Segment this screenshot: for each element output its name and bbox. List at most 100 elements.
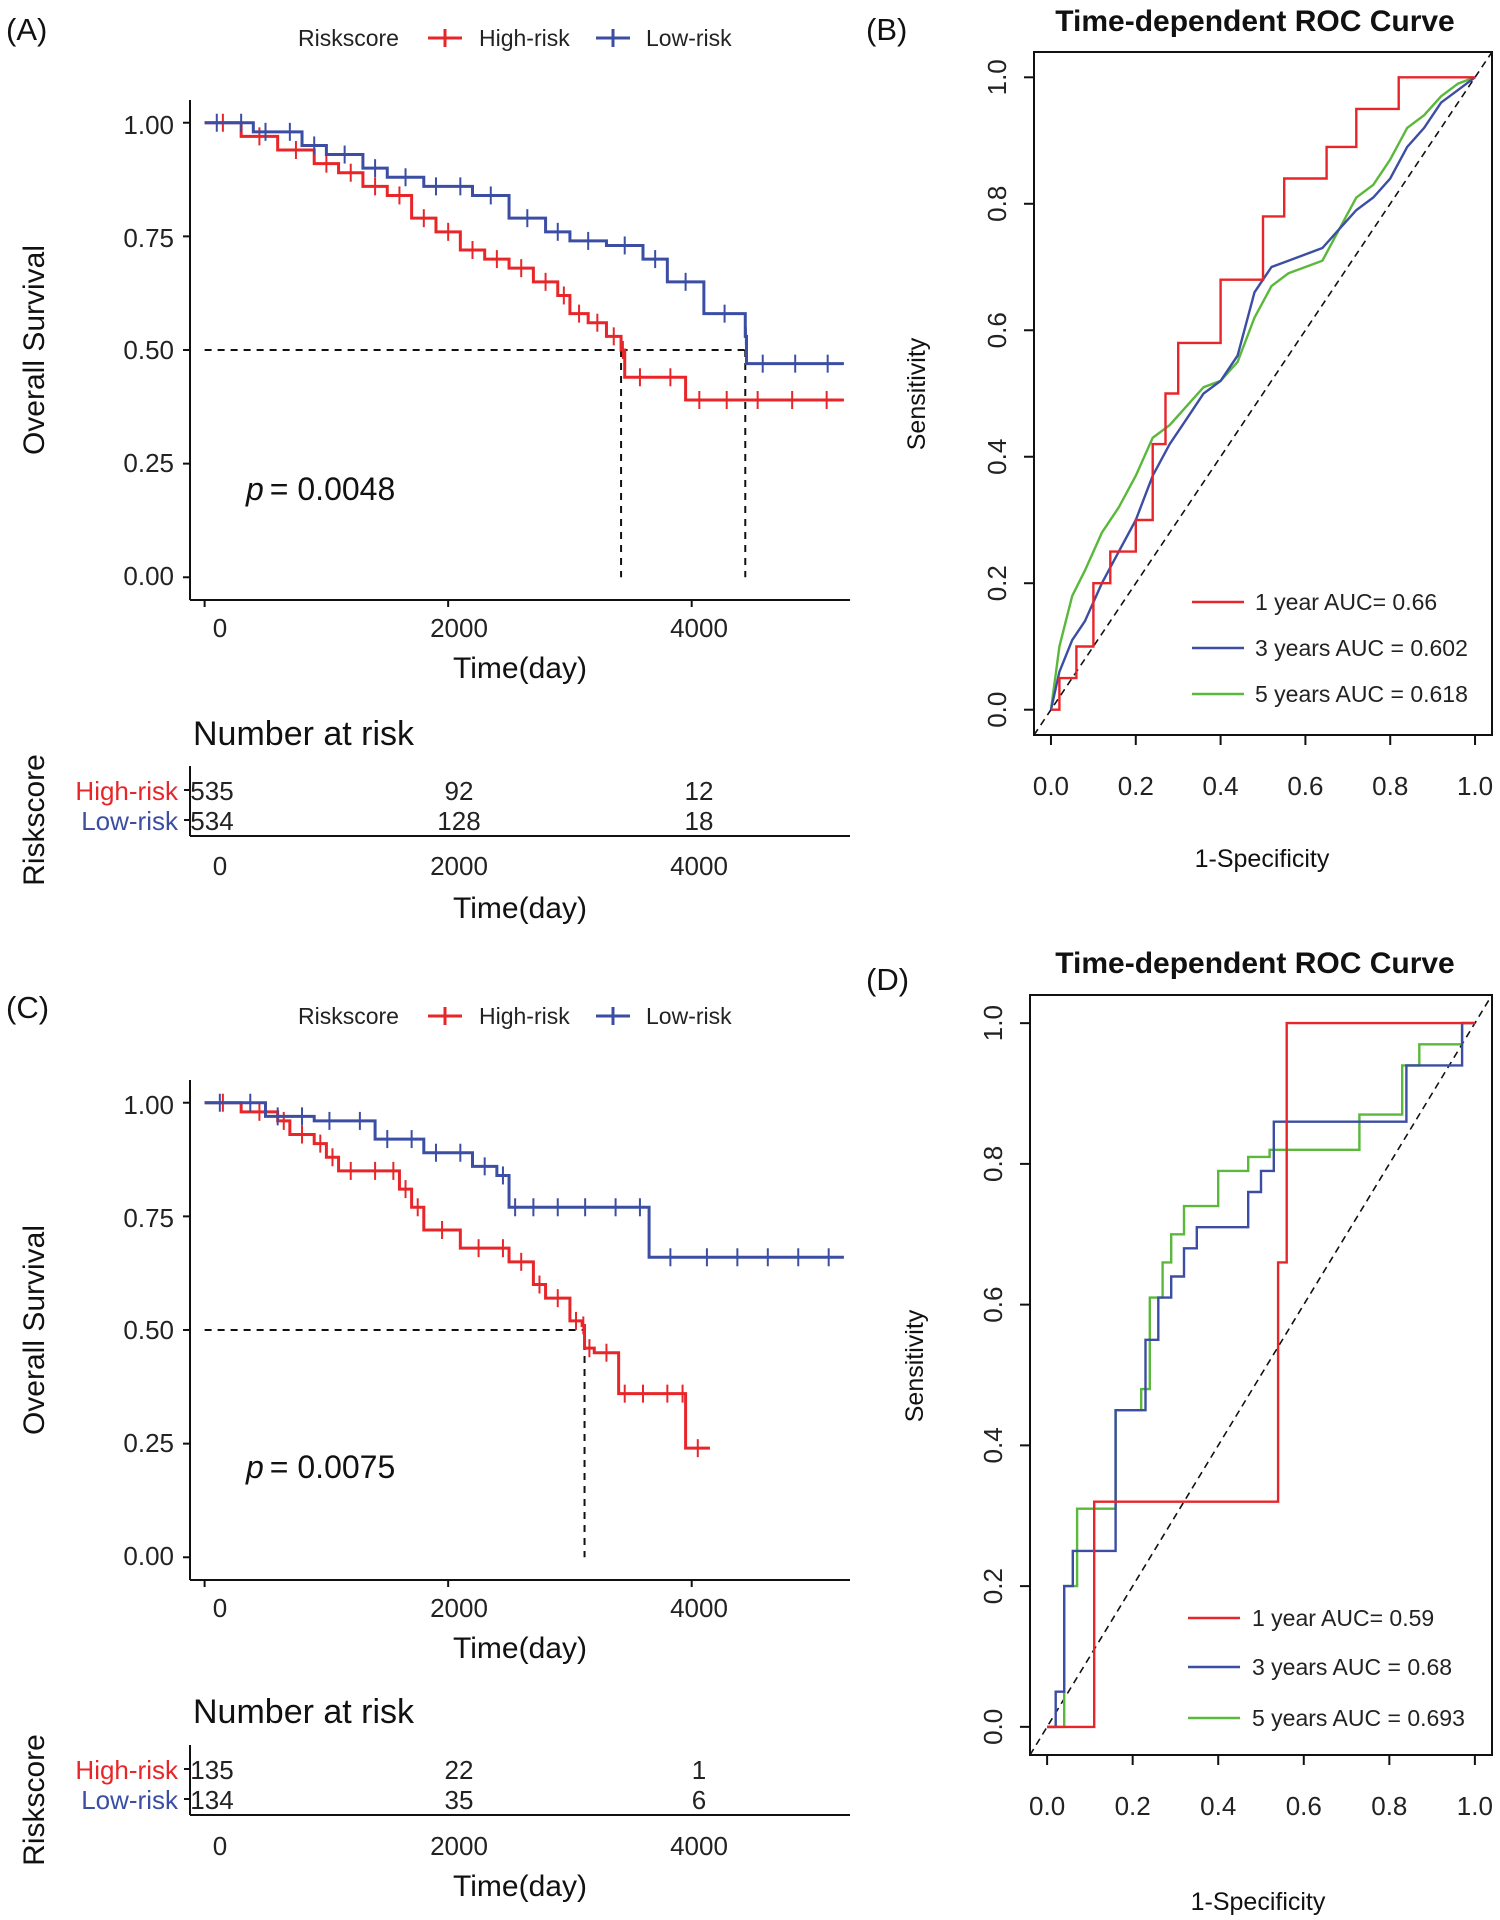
km-c-curve-low xyxy=(204,1101,844,1259)
roc-d-xtick: 0.2 xyxy=(1115,1791,1151,1821)
roc-b-xtick: 0.4 xyxy=(1203,771,1239,801)
risk-c-cell: 22 xyxy=(445,1755,474,1785)
km-c-xtick: 4000 xyxy=(670,1593,728,1623)
risk-c-ylabel: Riskscore xyxy=(18,1734,51,1866)
roc-d-xtick: 0.6 xyxy=(1286,1791,1322,1821)
risk-c-cell: 6 xyxy=(692,1785,706,1815)
km-a-xlabel: Time(day) xyxy=(453,652,587,685)
km-a-pvalue: p = 0.0048 xyxy=(245,471,395,507)
km-a-ytick: 1.00 xyxy=(123,110,174,140)
roc-d-ytick: 0.2 xyxy=(978,1568,1008,1604)
risk-a-title: Number at risk xyxy=(193,715,415,753)
legend-c-title: Riskscore xyxy=(298,1003,399,1029)
roc-d-xtick: 0.0 xyxy=(1029,1791,1065,1821)
legend-c-low-label: Low-risk xyxy=(646,1003,732,1029)
roc-d-legend-3yr: 3 years AUC = 0.68 xyxy=(1252,1654,1452,1680)
roc-d-ytick: 0.8 xyxy=(978,1146,1008,1182)
panel-c-label: (C) xyxy=(6,990,49,1025)
roc-b-xtick: 0.8 xyxy=(1372,771,1408,801)
roc-b-diagonal xyxy=(1033,51,1493,736)
km-c-ytick: 0.25 xyxy=(123,1428,174,1458)
km-a-ytick: 0.00 xyxy=(123,561,174,591)
km-a-xtick: 4000 xyxy=(670,613,728,643)
roc-b-ylabel: Sensitivity xyxy=(903,337,931,450)
roc-b-xtick: 0.2 xyxy=(1118,771,1154,801)
roc-b-xtick: 0.6 xyxy=(1287,771,1323,801)
roc-d-curve-3yr xyxy=(1047,1021,1475,1729)
risk-c-cell: 1 xyxy=(692,1755,706,1785)
km-c-ytick: 0.75 xyxy=(123,1203,174,1233)
km-c-pvalue: p = 0.0075 xyxy=(245,1449,395,1485)
risk-a-cell: 535 xyxy=(190,776,233,806)
risk-a-xlabel: Time(day) xyxy=(453,892,587,925)
roc-b-ytick: 0.0 xyxy=(982,692,1012,728)
panel-c: (C) Riskscore High-risk Low-risk 1.00 0.… xyxy=(6,990,850,1903)
risk-a-xtick: 4000 xyxy=(670,851,728,881)
roc-b-legend-5yr: 5 years AUC = 0.618 xyxy=(1255,681,1468,707)
risk-a-xtick: 2000 xyxy=(430,851,488,881)
roc-d-plot-area: 0.0 0.2 0.4 0.6 0.8 1.0 0.0 0.2 0.4 0.6 0.8 1.0 xyxy=(978,994,1493,1821)
km-a-ylabel: Overall Survival xyxy=(18,245,51,455)
legend-c-low-swatch xyxy=(596,1007,630,1025)
risk-c-xtick: 2000 xyxy=(430,1831,488,1861)
risk-a-cell: 12 xyxy=(685,776,714,806)
roc-d-legend-5yr: 5 years AUC = 0.693 xyxy=(1252,1705,1465,1731)
roc-b-curve-1yr xyxy=(1051,76,1475,711)
risk-a-row-label-low: Low-risk xyxy=(81,806,179,836)
roc-b-curve-5yr xyxy=(1049,76,1476,710)
km-a-curve-high xyxy=(204,121,844,402)
km-c-plot-area xyxy=(183,1093,844,1587)
km-a-ytick: 0.50 xyxy=(123,335,174,365)
km-c-ytick: 0.00 xyxy=(123,1541,174,1571)
km-a-xtick: 2000 xyxy=(430,613,488,643)
risk-c-row-label-high: High-risk xyxy=(75,1755,179,1785)
risk-c-xtick: 4000 xyxy=(670,1831,728,1861)
legend-c-high-swatch xyxy=(428,1007,462,1025)
roc-d-legend-1yr: 1 year AUC= 0.59 xyxy=(1252,1605,1434,1631)
roc-b-legend-3yr: 3 years AUC = 0.602 xyxy=(1255,635,1468,661)
risk-c-row-label-low: Low-risk xyxy=(81,1785,179,1815)
panel-b: (B) Time-dependent ROC Curve Sensitivity… xyxy=(866,5,1493,873)
roc-d-curve-5yr xyxy=(1047,1021,1475,1729)
km-c-ylabel: Overall Survival xyxy=(18,1225,51,1435)
roc-d-curve-1yr xyxy=(1047,1021,1475,1729)
km-a-ytick: 0.25 xyxy=(123,448,174,478)
legend-a-low-swatch xyxy=(596,29,630,47)
risk-a-cell: 18 xyxy=(685,806,714,836)
risk-a-ylabel: Riskscore xyxy=(18,754,51,886)
risk-a-cell: 534 xyxy=(190,806,233,836)
roc-d-frame xyxy=(1029,994,1493,1756)
risk-c-title: Number at risk xyxy=(193,1693,415,1731)
km-c-xtick: 2000 xyxy=(430,1593,488,1623)
roc-d-xlabel: 1-Specificity xyxy=(1191,1888,1326,1916)
km-c-curve-high xyxy=(204,1101,710,1450)
roc-d-ytick: 0.6 xyxy=(978,1287,1008,1323)
roc-b-ytick: 1.0 xyxy=(982,59,1012,95)
risk-a-row-label-high: High-risk xyxy=(75,776,179,806)
roc-d-title: Time-dependent ROC Curve xyxy=(1055,947,1455,980)
risk-c-xtick: 0 xyxy=(213,1831,227,1861)
km-c-xtick: 0 xyxy=(213,1593,227,1623)
roc-b-legend-1yr: 1 year AUC= 0.66 xyxy=(1255,589,1437,615)
risk-c-cell: 134 xyxy=(190,1785,233,1815)
roc-b-xlabel: 1-Specificity xyxy=(1195,845,1330,873)
panel-a: (A) Riskscore High-risk Low-risk 1.00 0.… xyxy=(6,12,850,925)
km-a-plot-area xyxy=(183,113,844,607)
risk-a-cell: 92 xyxy=(445,776,474,806)
roc-b-xtick: 1.0 xyxy=(1457,771,1493,801)
roc-b-ytick: 0.8 xyxy=(982,186,1012,222)
panel-a-label: (A) xyxy=(6,12,47,47)
risk-c-xlabel: Time(day) xyxy=(453,1870,587,1903)
panel-b-label: (B) xyxy=(866,12,907,47)
km-a-ytick: 0.75 xyxy=(123,223,174,253)
km-c-ytick: 1.00 xyxy=(123,1090,174,1120)
km-a-xtick: 0 xyxy=(213,613,227,643)
legend-a-low-label: Low-risk xyxy=(646,25,732,51)
roc-d-diagonal xyxy=(1029,994,1493,1756)
roc-d-ytick: 0.4 xyxy=(978,1427,1008,1463)
roc-b-title: Time-dependent ROC Curve xyxy=(1055,5,1455,38)
roc-b-plot-area: 0.0 0.2 0.4 0.6 0.8 1.0 0.0 0.2 0.4 0.6 0.8 1.0 xyxy=(982,51,1493,801)
panel-d: (D) Time-dependent ROC Curve Sensitivity… xyxy=(866,947,1493,1916)
roc-b-ytick: 0.2 xyxy=(982,565,1012,601)
roc-d-ylabel: Sensitivity xyxy=(901,1309,929,1422)
